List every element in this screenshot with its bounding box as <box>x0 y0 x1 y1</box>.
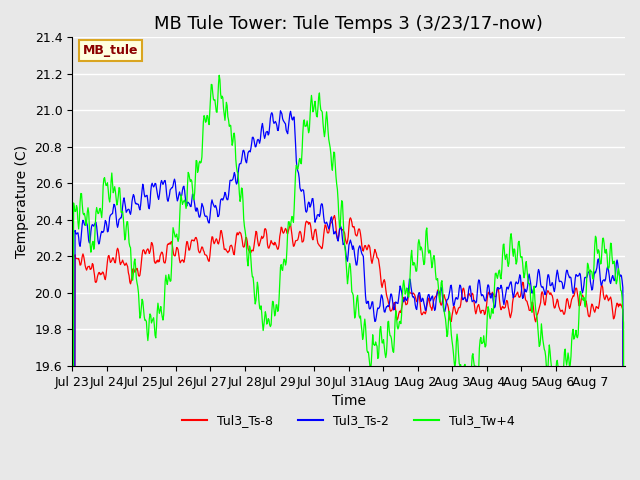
Tul3_Ts-8 <box>133 265 141 271</box>
Tul3_Ts-8 <box>235 231 243 237</box>
Line: Tul3_Tw+4: Tul3_Tw+4 <box>72 75 625 480</box>
Line: Tul3_Ts-2: Tul3_Ts-2 <box>72 111 625 480</box>
Tul3_Tw+4 <box>263 321 271 327</box>
Tul3_Ts-8 <box>283 230 291 236</box>
Tul3_Tw+4 <box>406 269 414 275</box>
Tul3_Ts-8 <box>406 290 414 296</box>
Tul3_Ts-2 <box>133 202 141 207</box>
Tul3_Tw+4 <box>236 191 243 196</box>
Tul3_Tw+4 <box>437 280 445 286</box>
Tul3_Ts-2 <box>235 166 243 171</box>
Tul3_Ts-8 <box>262 227 270 233</box>
Tul3_Ts-2 <box>437 285 445 290</box>
Tul3_Ts-2 <box>276 108 284 114</box>
Tul3_Tw+4 <box>133 280 141 286</box>
Line: Tul3_Ts-8: Tul3_Ts-8 <box>72 216 625 480</box>
Tul3_Ts-8 <box>437 302 445 308</box>
Legend: Tul3_Ts-8, Tul3_Ts-2, Tul3_Tw+4: Tul3_Ts-8, Tul3_Ts-2, Tul3_Tw+4 <box>177 409 520 432</box>
Y-axis label: Temperature (C): Temperature (C) <box>15 145 29 258</box>
Tul3_Ts-2 <box>284 131 291 137</box>
Tul3_Tw+4 <box>284 229 291 235</box>
Tul3_Tw+4 <box>215 72 223 78</box>
Tul3_Ts-2 <box>406 276 414 282</box>
Tul3_Ts-2 <box>262 129 270 135</box>
X-axis label: Time: Time <box>332 394 365 408</box>
Title: MB Tule Tower: Tule Temps 3 (3/23/17-now): MB Tule Tower: Tule Temps 3 (3/23/17-now… <box>154 15 543 33</box>
Text: MB_tule: MB_tule <box>83 44 139 57</box>
Tul3_Ts-8 <box>331 213 339 218</box>
